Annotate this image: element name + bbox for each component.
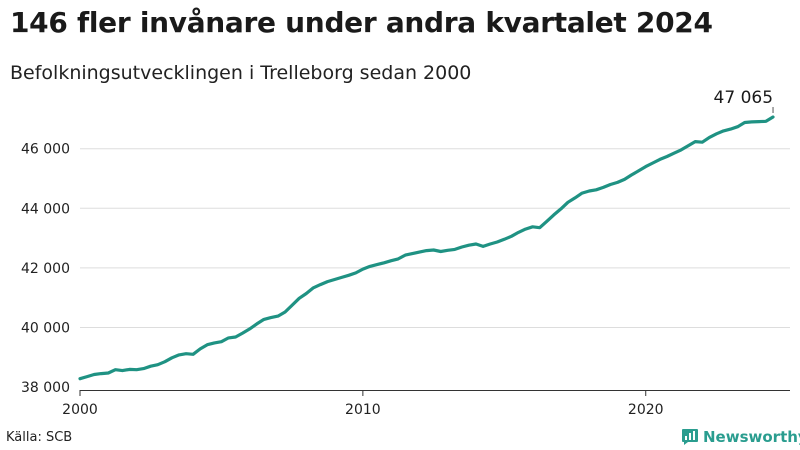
y-tick-label: 46 000 [21,142,70,158]
chart-title: 146 fler invånare under andra kvartalet … [10,6,713,39]
bar-chart-speech-icon [682,429,698,445]
annotation-last-value: 47 065 [714,88,773,108]
y-tick-label: 42 000 [21,261,70,277]
brand-name: Newsworthy [703,428,800,446]
source-label: Källa: SCB [6,430,73,445]
x-axis-ticks: 2000 2010 2020 [62,390,664,418]
y-axis-ticks: 38 000 40 000 42 000 44 000 46 000 [21,142,70,396]
brand-logo: Newsworthy [681,428,800,446]
x-tick-label: 2000 [62,402,98,418]
y-tick-label: 38 000 [21,380,70,396]
series-line-befolkning [78,115,775,381]
y-tick-label: 44 000 [21,201,70,217]
chart-subtitle: Befolkningsutvecklingen i Trelleborg sed… [10,62,472,84]
y-tick-label: 40 000 [21,320,70,336]
gridlines [80,148,790,328]
x-tick-label: 2020 [628,402,664,418]
x-tick-label: 2010 [345,402,381,418]
